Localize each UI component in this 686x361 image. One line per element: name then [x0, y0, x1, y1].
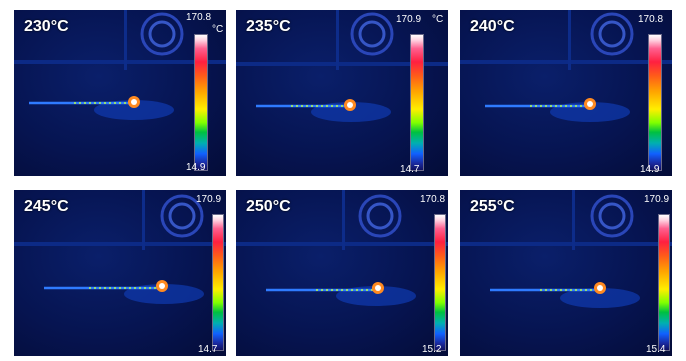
- scale-min-value: 14.9: [186, 162, 206, 173]
- fan-icon: [358, 194, 402, 238]
- colorbar: [212, 214, 224, 351]
- fan-icon: [590, 12, 634, 56]
- fan-icon: [590, 194, 634, 238]
- scale-min-value: 15.4: [646, 344, 666, 355]
- thermal-image-panel-2: 235°C 170.9 °C 14.7: [236, 10, 448, 176]
- temperature-label: 240°C: [470, 18, 515, 35]
- temperature-label: 250°C: [246, 198, 291, 215]
- colorbar: [194, 34, 208, 171]
- colorbar: [658, 214, 670, 351]
- thermal-scene: [236, 190, 448, 306]
- thermal-scene: [460, 190, 672, 308]
- thermal-image-panel-4: 245°C 170.9 14.7: [14, 190, 226, 356]
- unit-label: °C: [212, 24, 224, 35]
- scale-min-value: 14.7: [198, 344, 218, 355]
- thermal-image-panel-5: 250°C 170.8 15.2: [236, 190, 448, 356]
- colorbar: [648, 34, 662, 171]
- thermal-scene: [236, 10, 448, 122]
- fan-icon: [160, 194, 204, 238]
- scale-max-value: 170.8: [186, 12, 212, 23]
- temperature-label: 255°C: [470, 198, 515, 215]
- temperature-label: 230°C: [24, 18, 69, 35]
- thermal-scene: [460, 10, 672, 122]
- scale-min-value: 15.2: [422, 344, 442, 355]
- thermal-image-panel-6: 255°C 170.9 15.4: [460, 190, 672, 356]
- heat-glow: [560, 288, 640, 308]
- heat-glow: [94, 100, 174, 120]
- scale-max-value: 170.8: [420, 194, 446, 205]
- thermal-scene: [14, 10, 226, 120]
- fan-icon: [140, 12, 184, 56]
- colorbar: [434, 214, 446, 351]
- scale-min-value: 14.7: [400, 164, 420, 175]
- colorbar: [410, 34, 424, 171]
- thermal-image-panel-1: 230°C 170.8 °C 14.9: [14, 10, 226, 176]
- thermal-scene: [14, 190, 226, 304]
- temperature-label: 235°C: [246, 18, 291, 35]
- scale-max-value: 170.8: [638, 14, 664, 25]
- scale-max-value: 170.9: [644, 194, 670, 205]
- scale-max-value: 170.9: [196, 194, 222, 205]
- temperature-label: 245°C: [24, 198, 69, 215]
- scale-min-value: 14.9: [640, 164, 660, 175]
- unit-label: °C: [432, 14, 444, 25]
- scale-max-value: 170.9: [396, 14, 422, 25]
- thermal-image-panel-3: 240°C 170.8 14.9: [460, 10, 672, 176]
- fan-icon: [350, 12, 394, 56]
